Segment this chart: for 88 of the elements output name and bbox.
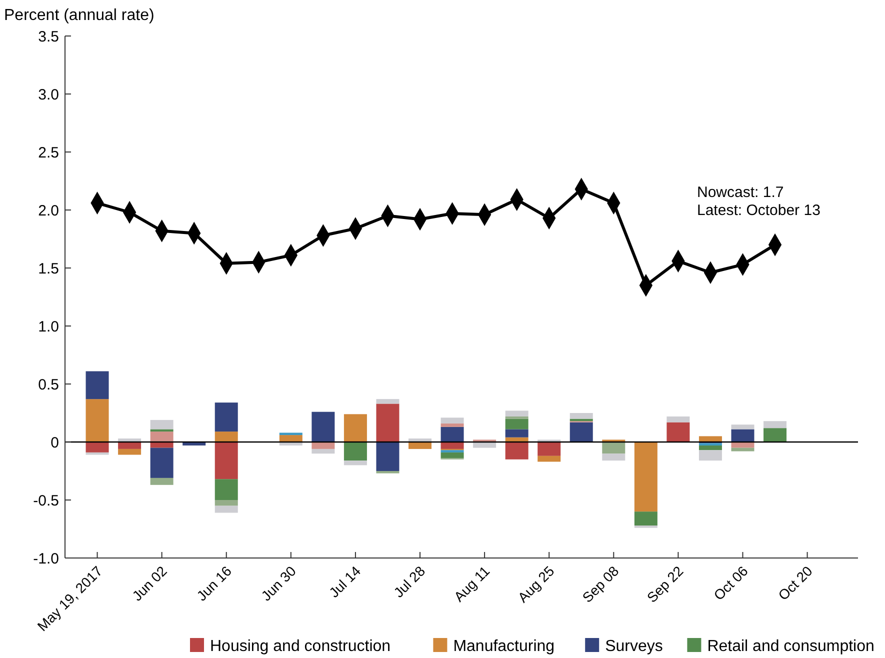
bar (440, 426, 464, 442)
y-tick-label: -0.5 (33, 492, 59, 510)
bar (666, 422, 690, 442)
x-tick-label: Aug 25 (514, 562, 558, 606)
annotation: Latest: October 13 (697, 202, 820, 219)
bar (440, 452, 464, 458)
bar (214, 479, 238, 500)
legend-label: Surveys (605, 638, 663, 655)
bar (634, 512, 658, 526)
bar (634, 442, 658, 512)
x-tick-label: Sep 22 (644, 562, 686, 606)
bar (312, 412, 335, 442)
bar (150, 432, 174, 442)
bar (505, 416, 528, 419)
legend-label: Retail and consumption (707, 638, 874, 655)
x-tick-label: Jun 30 (258, 562, 300, 604)
bar (570, 413, 593, 419)
bar (150, 448, 174, 478)
bar (376, 399, 400, 404)
bar (86, 442, 109, 452)
bar (602, 454, 626, 461)
y-tick-label: 2.5 (38, 144, 59, 162)
bar (764, 421, 787, 428)
bar (731, 442, 754, 448)
y-tick-label: 2.0 (38, 202, 59, 220)
bar (214, 432, 238, 442)
bar (538, 442, 561, 456)
y-tick-label: 3.0 (38, 86, 59, 104)
bar (505, 442, 528, 460)
bar (408, 442, 432, 449)
bar (440, 442, 464, 449)
bar (731, 424, 754, 430)
bar (731, 429, 754, 442)
bar (86, 371, 109, 400)
bar (150, 478, 174, 485)
y-tick-label: 1.5 (38, 260, 59, 278)
bar (344, 460, 367, 466)
bar (731, 448, 754, 452)
bar (698, 445, 722, 450)
bar (214, 442, 238, 480)
x-tick-label: Jul 14 (326, 562, 364, 601)
bar (312, 442, 335, 449)
bar (764, 428, 787, 442)
bar (440, 423, 464, 427)
bar (698, 450, 722, 461)
bar (538, 456, 561, 462)
bar (214, 506, 238, 513)
x-tick-label: Jul 28 (390, 562, 428, 601)
x-tick-label: Jun 02 (128, 562, 170, 604)
y-axis-title: Percent (annual rate) (4, 7, 154, 24)
bar (376, 442, 400, 471)
x-tick-label: Oct 20 (774, 562, 816, 604)
bar (698, 436, 722, 442)
legend-label: Manufacturing (453, 638, 555, 655)
bar (666, 416, 690, 422)
bar (570, 422, 593, 442)
bar (150, 429, 174, 432)
bar (214, 500, 238, 506)
bar (150, 442, 174, 448)
y-tick-label: 3.5 (38, 28, 59, 46)
bar (473, 442, 496, 448)
bar (376, 404, 400, 442)
bar (279, 435, 302, 442)
bar (602, 442, 626, 454)
x-tick-label: Jun 16 (193, 562, 235, 604)
bar (344, 414, 367, 442)
bar (86, 399, 109, 442)
y-tick-label: 0 (50, 434, 59, 452)
bar (505, 429, 528, 438)
bar (344, 442, 367, 461)
bar (440, 418, 464, 424)
bar (214, 402, 238, 432)
bar (118, 442, 142, 449)
x-tick-label: Oct 06 (710, 562, 752, 604)
bar (279, 432, 302, 436)
y-tick-label: -1.0 (33, 550, 59, 568)
x-tick-label: Aug 11 (450, 562, 493, 605)
y-tick-label: 1.0 (38, 318, 59, 336)
bar (150, 420, 174, 430)
y-tick-label: 0.5 (38, 376, 59, 394)
bar (312, 448, 335, 454)
bar (118, 448, 142, 455)
bar (505, 418, 528, 430)
bar (505, 410, 528, 416)
legend-label: Housing and construction (210, 638, 391, 655)
bar (86, 452, 109, 455)
x-tick-label: Sep 08 (579, 562, 622, 606)
annotation: Nowcast: 1.7 (697, 184, 784, 201)
